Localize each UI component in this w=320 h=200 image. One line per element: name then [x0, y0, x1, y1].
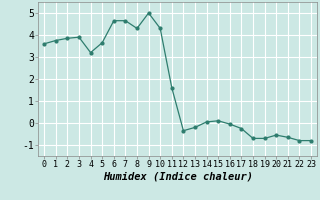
X-axis label: Humidex (Indice chaleur): Humidex (Indice chaleur) — [103, 172, 252, 182]
